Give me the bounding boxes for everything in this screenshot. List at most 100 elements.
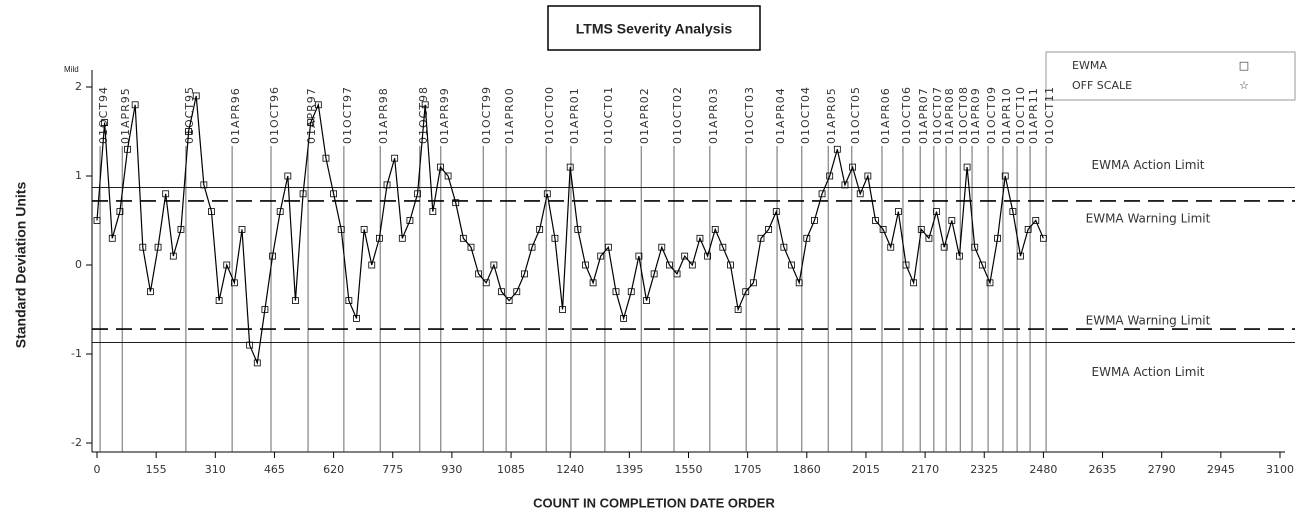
ewma-point — [917, 225, 925, 233]
ewma-point — [353, 314, 360, 322]
limit-label: EWMA Action Limit — [1092, 158, 1205, 172]
ewma-point — [986, 279, 994, 287]
ewma-point — [681, 252, 689, 260]
ewma-point — [589, 279, 597, 287]
ewma-point — [314, 101, 322, 109]
legend-symbol: ☆ — [1239, 79, 1249, 92]
y-tick-label: -2 — [71, 436, 82, 449]
y-tick-label: 2 — [75, 80, 82, 93]
x-tick-label: 0 — [94, 463, 101, 476]
ewma-point — [673, 270, 681, 278]
x-tick-label: 310 — [205, 463, 226, 476]
ewma-point — [902, 261, 910, 269]
ewma-point — [696, 234, 704, 242]
ewma-point — [276, 208, 284, 216]
x-tick-label: 2015 — [852, 463, 880, 476]
ewma-point — [116, 208, 124, 216]
ewma-point — [414, 190, 421, 198]
x-tick-label: 1860 — [793, 463, 821, 476]
ewma-point — [811, 217, 818, 224]
ewma-point — [925, 234, 933, 242]
ewma-point — [322, 154, 330, 162]
x-tick-label: 465 — [264, 463, 285, 476]
date-label: 01OCT11 — [1043, 86, 1056, 144]
date-label: 01OCT96 — [268, 86, 281, 144]
date-label: 01OCT99 — [480, 86, 493, 144]
chart-title: LTMS Severity Analysis — [576, 21, 733, 37]
limit-label: EWMA Warning Limit — [1086, 211, 1211, 225]
ewma-point — [246, 341, 254, 349]
ewma-point — [467, 243, 475, 251]
ewma-point — [841, 181, 849, 189]
x-tick-label: 930 — [441, 463, 462, 476]
ewma-point — [727, 261, 734, 269]
ewma-point — [719, 243, 727, 251]
ewma-point — [971, 243, 979, 251]
date-label: 01APR10 — [1000, 87, 1013, 144]
x-tick-label: 1085 — [497, 463, 525, 476]
date-label: 01APR96 — [229, 87, 242, 144]
ewma-point — [177, 225, 185, 233]
date-label: 01APR95 — [119, 87, 132, 144]
date-label: 01APR00 — [503, 87, 516, 144]
x-tick-label: 620 — [323, 463, 344, 476]
ewma-point — [963, 163, 971, 171]
ewma-point — [292, 297, 299, 305]
ewma-point — [1040, 234, 1047, 242]
x-tick-label: 1705 — [734, 463, 762, 476]
ewma-point — [711, 225, 719, 233]
date-label: 01OCT09 — [985, 86, 998, 144]
ewma-point — [154, 243, 162, 251]
ewma-point — [139, 243, 147, 251]
ewma-point — [528, 243, 536, 251]
ewma-point — [437, 163, 444, 171]
date-label: 01APR05 — [825, 87, 838, 144]
ewma-point — [475, 270, 483, 278]
x-tick-label: 2635 — [1089, 463, 1117, 476]
ewma-point — [215, 297, 223, 305]
ewma-point — [612, 288, 620, 296]
ewma-point — [849, 163, 856, 171]
date-label: 01APR06 — [879, 87, 892, 144]
ewma-point — [375, 234, 383, 242]
ewma-point — [383, 181, 391, 189]
ewma-point — [108, 234, 116, 242]
x-tick-label: 2945 — [1207, 463, 1235, 476]
ewma-point — [162, 190, 170, 198]
ewma-point — [818, 190, 826, 198]
date-label: 01APR97 — [305, 87, 318, 144]
ewma-point — [566, 163, 574, 171]
date-label: 01APR09 — [969, 87, 982, 144]
date-label: 01APR11 — [1027, 87, 1040, 144]
ewma-point — [368, 261, 376, 269]
ewma-point — [582, 261, 589, 269]
ewma-point — [185, 128, 192, 135]
date-label: 01OCT94 — [97, 86, 110, 144]
ewma-point — [391, 154, 399, 162]
date-label: 01OCT01 — [602, 86, 615, 144]
x-tick-label: 2790 — [1148, 463, 1176, 476]
series-line — [96, 95, 1044, 366]
ewma-point — [269, 252, 276, 260]
ewma-point — [887, 243, 895, 251]
ewma-point — [910, 279, 918, 287]
ewma-point — [933, 208, 940, 216]
ewma-point — [627, 288, 635, 296]
legend-box — [1045, 51, 1296, 101]
date-label: 01OCT06 — [900, 86, 913, 144]
ewma-point — [124, 145, 131, 153]
ewma-point — [635, 252, 643, 260]
date-label: 01OCT10 — [1014, 86, 1027, 144]
ewma-point — [795, 279, 803, 287]
ewma-point — [1017, 252, 1024, 260]
date-label: 01APR04 — [774, 87, 787, 144]
date-label: 01APR03 — [707, 87, 720, 144]
title-box — [547, 5, 761, 51]
ewma-point — [261, 306, 269, 313]
ewma-point — [742, 288, 750, 296]
ewma-point — [772, 208, 780, 216]
ewma-point — [597, 252, 605, 260]
ewma-point — [498, 288, 505, 296]
ewma-point — [521, 270, 528, 278]
